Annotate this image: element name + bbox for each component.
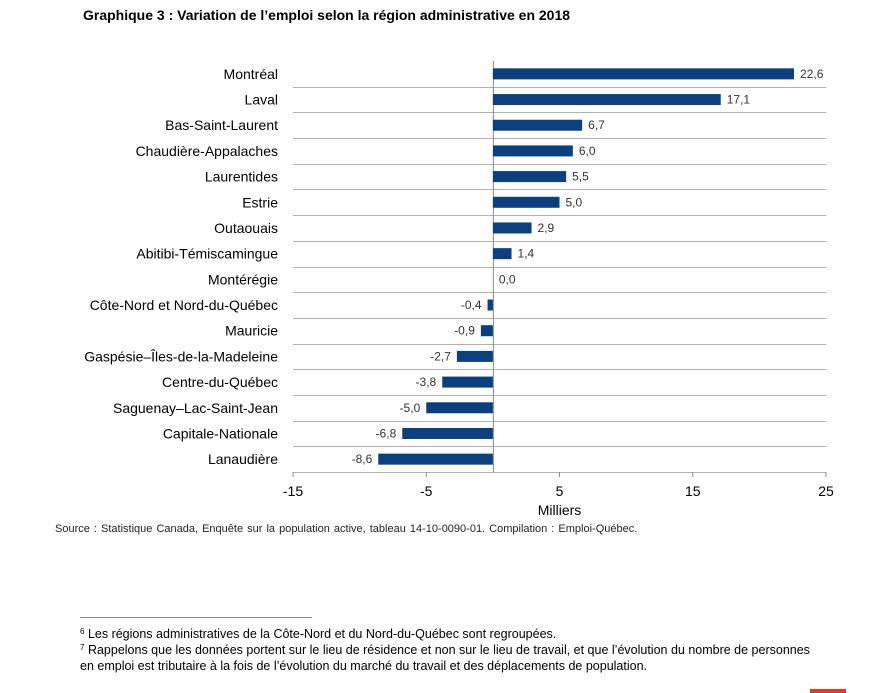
data-label: -0,4 (461, 298, 482, 312)
bar (402, 427, 493, 439)
bar (492, 94, 721, 106)
category-label: Bas-Saint-Laurent (165, 117, 278, 133)
data-label: 5,5 (572, 170, 589, 184)
category-label: Montréal (224, 66, 278, 82)
bar (492, 222, 532, 234)
x-tick-label: 5 (556, 483, 564, 499)
data-label: 6,7 (588, 118, 605, 132)
bar (456, 350, 493, 362)
footnote-6: 6 Les régions administratives de la Côte… (80, 626, 820, 642)
bar (492, 248, 512, 260)
data-label: 6,0 (579, 144, 596, 158)
page-marker (810, 689, 846, 693)
category-label: Estrie (242, 194, 278, 210)
category-label: Outaouais (214, 220, 278, 236)
category-label: Côte-Nord et Nord-du-Québec (90, 297, 278, 313)
data-label: -8,6 (352, 452, 373, 466)
data-label: 5,0 (566, 195, 583, 209)
data-label: -2,7 (430, 349, 451, 363)
category-label: Centre-du-Québec (162, 374, 278, 390)
footnote-7: 7 Rappelons que les données portent sur … (80, 642, 820, 674)
footnote-text: Les régions administratives de la Côte-N… (87, 627, 557, 641)
bar (426, 402, 493, 414)
footnote-number: 6 (80, 627, 85, 636)
bar (492, 196, 560, 208)
data-label: 1,4 (518, 247, 535, 261)
x-tick-label: 25 (818, 483, 834, 499)
bar (487, 299, 493, 311)
category-label: Montérégie (208, 271, 278, 287)
bar (492, 68, 795, 80)
x-tick-label: -15 (283, 483, 303, 499)
category-label: Capitale-Nationale (163, 425, 278, 441)
category-label: Laval (245, 92, 278, 108)
category-label: Saguenay–Lac-Saint-Jean (113, 400, 278, 416)
footnote-divider (80, 617, 312, 618)
data-label: 17,1 (727, 93, 751, 107)
x-tick-label: 15 (685, 483, 701, 499)
category-label: Laurentides (205, 169, 278, 185)
bar (492, 119, 583, 131)
footnote-number: 7 (80, 643, 85, 652)
bar (442, 376, 493, 388)
data-label: -3,8 (416, 375, 437, 389)
x-tick-label: -5 (420, 483, 433, 499)
data-label: 2,9 (538, 221, 555, 235)
category-label: Mauricie (225, 323, 278, 339)
data-label: -0,9 (454, 324, 475, 338)
bar (480, 325, 493, 337)
footnote-text: Rappelons que les données portent sur le… (80, 643, 810, 673)
data-label: -6,8 (376, 426, 397, 440)
chart-title: Graphique 3 : Variation de l’emploi selo… (83, 7, 571, 23)
bar (492, 171, 567, 183)
category-label: Abitibi-Témiscamingue (136, 246, 278, 262)
source-note: Source : Statistique Canada, Enquête sur… (55, 523, 638, 535)
category-label: Gaspésie–Îles-de-la-Madeleine (84, 348, 278, 364)
data-label: -5,0 (400, 401, 421, 415)
data-label: 22,6 (800, 67, 824, 81)
category-label: Lanaudière (208, 451, 278, 467)
bar-chart: -15 -5 5 15 25 Milliers Montréal 22,6 Laval 17,1 B… (84, 61, 834, 518)
bar (492, 145, 573, 157)
data-label: 0,0 (499, 272, 516, 286)
x-axis-title: Milliers (538, 502, 582, 518)
category-label: Chaudière-Appalaches (136, 143, 278, 159)
bar (378, 453, 493, 465)
footnotes: 6 Les régions administratives de la Côte… (80, 626, 820, 674)
